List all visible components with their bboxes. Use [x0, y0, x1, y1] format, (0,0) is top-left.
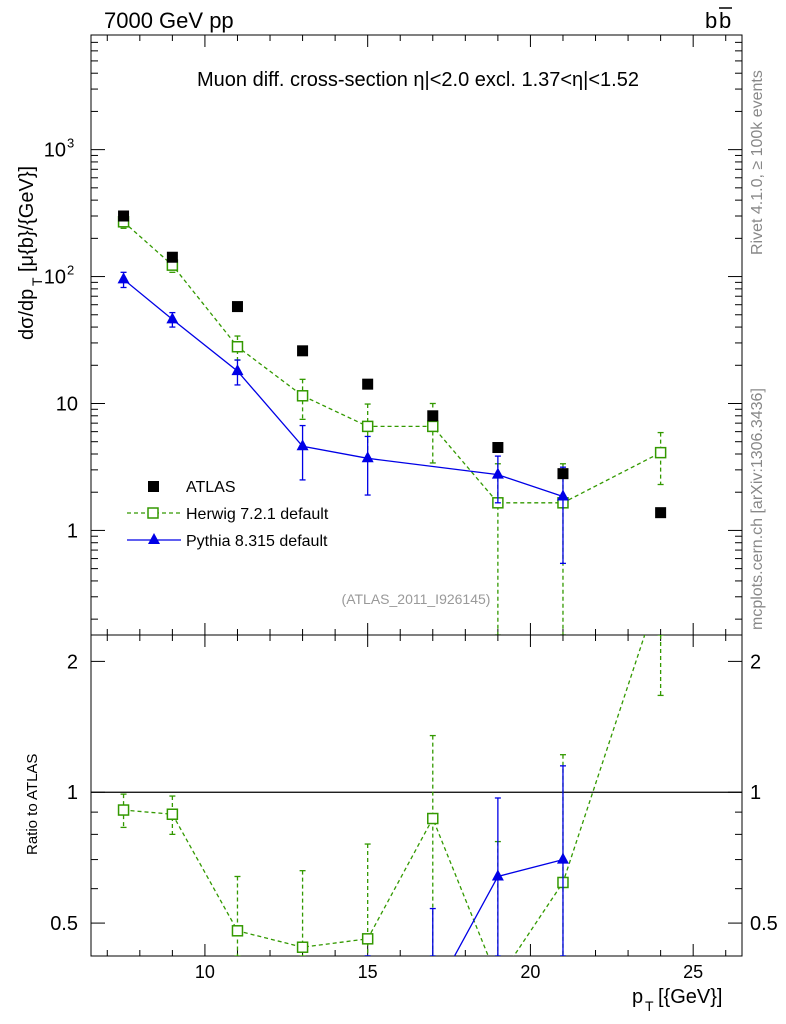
header-process-b: b — [705, 8, 717, 33]
pythia-point — [296, 439, 309, 451]
herwig-ratio-series — [117, 582, 666, 985]
legend-herwig-marker — [147, 507, 159, 519]
ratio-y-tick-label-right: 0.5 — [750, 913, 778, 935]
pythia-ratio-point — [427, 989, 439, 1000]
y-tick-label: 1 — [67, 520, 78, 542]
y-axis-title-subscript: T — [29, 277, 45, 286]
ratio-series-group — [117, 582, 666, 1000]
main-series-group — [117, 210, 667, 635]
ratio-y-tick-label-right: 1 — [750, 782, 761, 804]
atlas-point — [166, 251, 178, 263]
x-tick-label: 15 — [358, 962, 378, 982]
atlas-point — [362, 378, 374, 390]
atlas-point — [231, 301, 243, 313]
herwig-ratio-point — [166, 808, 179, 820]
y-axis-title-main: dσ/dp — [16, 289, 38, 340]
pythia-point — [231, 364, 244, 376]
y-tick-label: 10 3 — [44, 136, 74, 162]
legend-atlas-label: ATLAS — [186, 479, 236, 496]
herwig-point — [427, 420, 439, 433]
atlas-point — [492, 442, 504, 454]
herwig-ratio-point — [361, 933, 374, 945]
pythia-ratio-point — [491, 869, 504, 881]
atlas-point — [557, 468, 569, 480]
pythia-point — [117, 272, 130, 284]
ratio-plot-panel: 10 15 20 25 0.5 0.5 1 1 2 2 Ratio to ATLAS — [24, 582, 778, 1000]
atlas-point — [297, 345, 309, 357]
x-tick-label: 10 — [195, 962, 215, 982]
herwig-ratio-point — [296, 941, 309, 953]
x-axis-title-subscript: T — [645, 998, 654, 1014]
pythia-ratio-point — [556, 852, 569, 864]
herwig-point — [231, 340, 244, 353]
herwig-line — [123, 221, 661, 504]
legend-atlas-marker — [148, 481, 159, 492]
y-tick-label-exponent: 2 — [67, 263, 74, 278]
y-tick-label-base: 10 — [44, 267, 66, 289]
legend-herwig-label: Herwig 7.2.1 default — [186, 506, 329, 523]
pythia-ratio-line — [453, 858, 564, 956]
x-tick-label: 20 — [520, 962, 540, 982]
x-axis-title: p T [{GeV}] — [632, 986, 723, 1014]
ratio-y-tick-label-right: 2 — [750, 651, 761, 673]
herwig-ratio-point — [117, 804, 130, 816]
atlas-point — [427, 410, 439, 422]
ratio-y-axis-title: Ratio to ATLAS — [24, 754, 41, 855]
pythia-ratio-series — [364, 765, 569, 1000]
herwig-ratio-point — [231, 925, 244, 937]
rivet-version-label: Rivet 4.1.0, ≥ 100k events — [749, 70, 766, 255]
herwig-ratio-line — [123, 635, 646, 956]
y-tick-label: 10 2 — [44, 263, 74, 289]
legend: ATLAS Herwig 7.2.1 default Pythia 8.315 … — [127, 479, 329, 550]
atlas-series — [118, 210, 667, 519]
herwig-ratio-point — [493, 975, 503, 985]
x-axis-title-units: [{GeV}] — [658, 986, 723, 1008]
y-axis-title-units: [μ{b}/{GeV}] — [16, 166, 38, 272]
pythia-point — [166, 312, 179, 324]
header-left-label: 7000 GeV pp — [104, 8, 234, 33]
atlas-point — [655, 507, 667, 519]
herwig-point — [654, 446, 667, 459]
herwig-point — [361, 420, 374, 433]
pythia-point — [556, 489, 569, 501]
mcplots-reference-label: mcplots.cern.ch [arXiv:1306.3436] — [749, 388, 766, 630]
herwig-point — [296, 390, 309, 402]
y-tick-label-base: 10 — [44, 140, 66, 162]
herwig-ratio-point — [427, 812, 439, 825]
y-tick-label: 10 — [56, 393, 78, 415]
pythia-point — [491, 467, 504, 479]
analysis-label: (ATLAS_2011_I926145) — [342, 591, 491, 607]
main-plot-panel: Muon diff. cross-section η|<2.0 excl. 1.… — [16, 34, 743, 636]
atlas-point — [118, 210, 130, 222]
legend-pythia-marker — [148, 533, 160, 544]
x-tick-label: 25 — [683, 962, 703, 982]
ratio-axis-ticks: 10 15 20 25 0.5 0.5 1 1 2 2 — [50, 635, 778, 982]
legend-pythia-label: Pythia 8.315 default — [186, 533, 328, 550]
herwig-ratio-point — [656, 582, 666, 592]
x-axis-title-p: p — [632, 986, 643, 1008]
y-tick-label-exponent: 3 — [67, 136, 74, 151]
ratio-frame — [90, 634, 743, 957]
main-y-axis-title: dσ/dp T [μ{b}/{GeV}] — [16, 166, 45, 340]
pythia-series — [117, 271, 569, 565]
ratio-y-tick-label: 1 — [67, 782, 78, 804]
ratio-y-tick-label: 0.5 — [50, 913, 78, 935]
pythia-point — [361, 451, 374, 463]
herwig-series — [117, 215, 667, 635]
header-process-bbar: b — [719, 8, 731, 33]
main-title: Muon diff. cross-section η|<2.0 excl. 1.… — [197, 69, 639, 91]
ratio-y-tick-label: 2 — [67, 651, 78, 673]
